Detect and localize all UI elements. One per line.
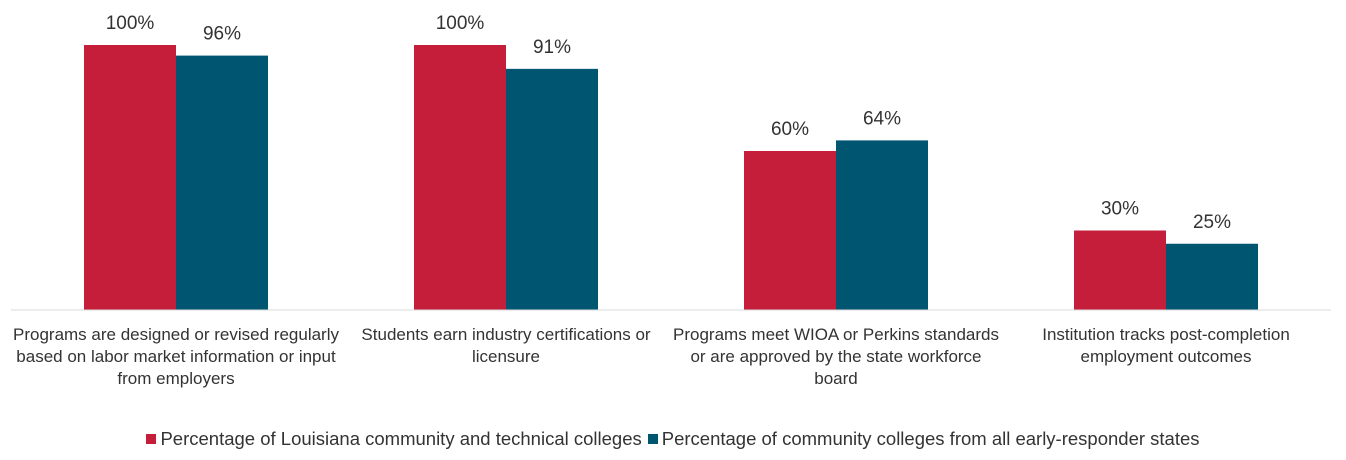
bar bbox=[1074, 230, 1166, 310]
legend-swatch bbox=[647, 434, 658, 444]
value-label: 96% bbox=[203, 24, 241, 45]
value-label: 100% bbox=[106, 13, 155, 34]
bar bbox=[176, 55, 268, 310]
bar bbox=[414, 45, 506, 310]
legend-label: Percentage of Louisiana community and te… bbox=[160, 428, 642, 449]
value-label: 91% bbox=[533, 37, 571, 58]
bar bbox=[1166, 243, 1258, 310]
x-tick-label: Institution tracks post-completion emplo… bbox=[1042, 325, 1290, 366]
bar bbox=[84, 45, 176, 310]
legend-swatch bbox=[146, 434, 157, 444]
bar bbox=[506, 68, 598, 310]
bar bbox=[744, 151, 836, 310]
x-tick-label: Students earn industry certifications or… bbox=[361, 325, 651, 366]
value-label: 64% bbox=[863, 108, 901, 129]
value-label: 100% bbox=[436, 13, 485, 34]
legend-label: Percentage of community colleges from al… bbox=[661, 428, 1200, 449]
value-label: 60% bbox=[771, 119, 809, 140]
x-tick-label: Programs are designed or revised regular… bbox=[13, 325, 339, 388]
legend: Percentage of Louisiana community and te… bbox=[0, 428, 1346, 450]
legend-item: Percentage of Louisiana community and te… bbox=[146, 428, 642, 450]
legend-item: Percentage of community colleges from al… bbox=[647, 428, 1200, 450]
bar bbox=[836, 140, 928, 310]
value-label: 30% bbox=[1101, 199, 1139, 220]
value-label: 25% bbox=[1193, 212, 1231, 233]
x-tick-label: Programs meet WIOA or Perkins standards … bbox=[673, 325, 999, 388]
